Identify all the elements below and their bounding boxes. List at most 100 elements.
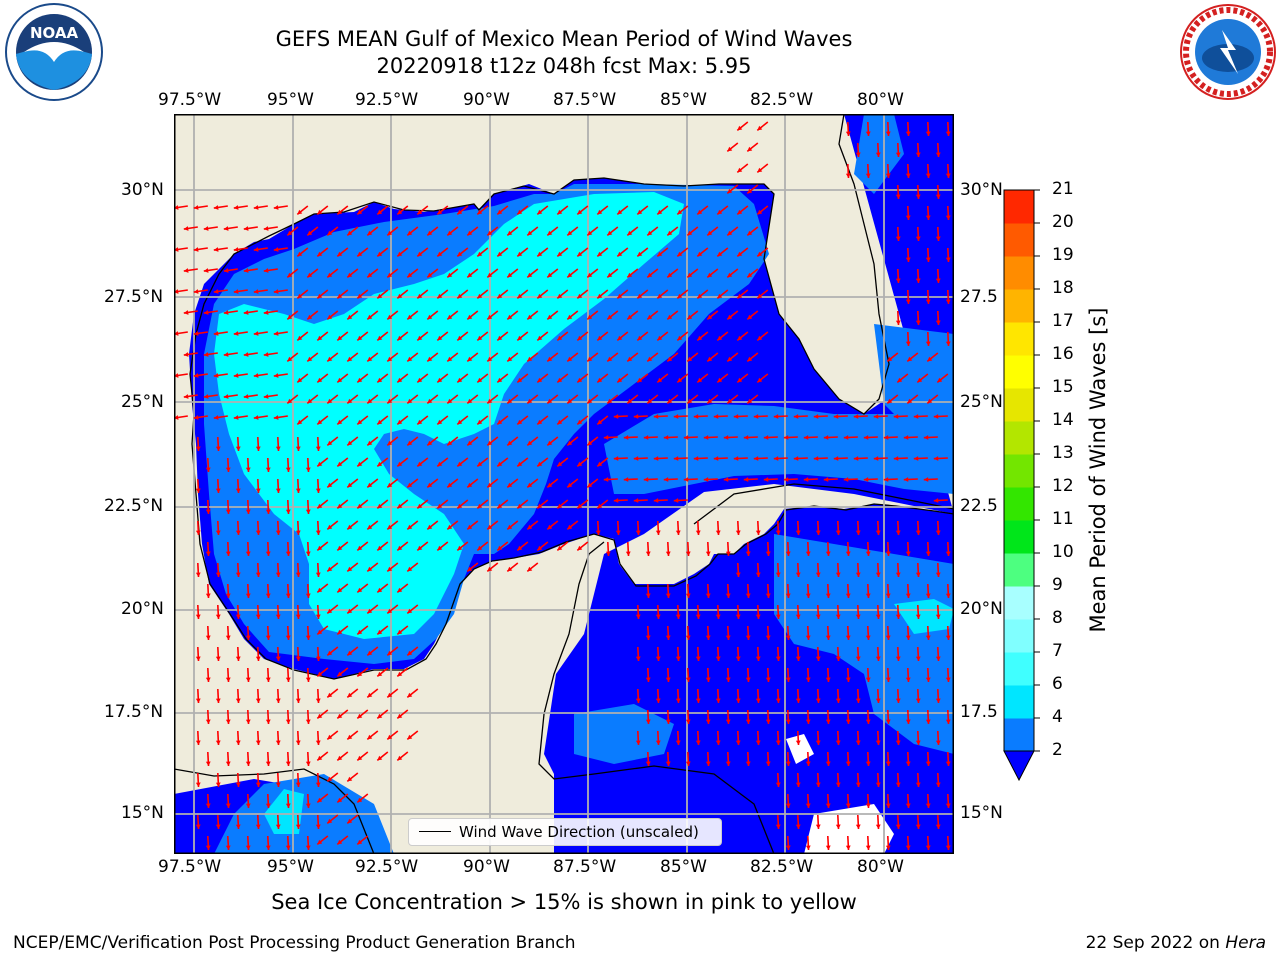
- wind-arrow-head: [833, 414, 839, 419]
- wind-arrow-head: [255, 698, 261, 703]
- wind-arrow-head: [367, 398, 373, 404]
- wind-arrow-head: [295, 572, 301, 577]
- wind-arrow-head: [477, 293, 483, 299]
- wind-arrow-head: [245, 509, 251, 514]
- wind-arrow-head: [337, 629, 343, 635]
- wind-arrow-head: [307, 314, 313, 320]
- wind-arrow-head: [253, 331, 259, 336]
- wind-arrow-head: [945, 593, 951, 598]
- wind-arrow-head: [225, 803, 231, 808]
- wind-arrow-head: [315, 698, 321, 703]
- wind-arrow-head: [287, 272, 293, 278]
- wind-arrow-head: [397, 461, 403, 467]
- wind-arrow-head: [737, 167, 743, 173]
- wind-arrow-head: [903, 477, 909, 482]
- wind-arrow-head: [233, 415, 239, 420]
- wind-arrow-head: [577, 209, 583, 215]
- wind-arrow-head: [795, 698, 801, 703]
- wind-arrow-head: [757, 251, 763, 257]
- wind-arrow-head: [617, 335, 623, 341]
- wind-arrow-head: [805, 761, 811, 766]
- wind-arrow-head: [903, 435, 909, 440]
- wind-arrow-head: [387, 314, 393, 320]
- wind-arrow-head: [747, 146, 753, 152]
- wind-arrow-head: [795, 530, 801, 535]
- wind-arrow-head: [367, 272, 373, 278]
- wind-arrow-head: [783, 435, 789, 440]
- wind-arrow-head: [174, 289, 179, 294]
- wind-arrow-head: [935, 236, 941, 241]
- wind-arrow-head: [567, 272, 573, 278]
- wind-arrow-head: [695, 530, 701, 535]
- lon-label-top: 82.5°W: [750, 90, 814, 110]
- wind-arrow-head: [223, 352, 229, 357]
- wind-arrow-head: [637, 209, 643, 215]
- wind-arrow-head: [417, 419, 423, 425]
- wind-arrow-head: [925, 845, 931, 850]
- wind-arrow-head: [285, 635, 291, 640]
- wind-arrow-head: [205, 761, 211, 766]
- wind-arrow-head: [815, 740, 821, 745]
- wind-arrow-head: [245, 635, 251, 640]
- wind-arrow-head: [517, 335, 523, 341]
- wind-arrow-head: [667, 314, 673, 320]
- wind-arrow-head: [265, 551, 271, 556]
- wind-arrow-head: [945, 635, 951, 640]
- wind-arrow-head: [305, 635, 311, 640]
- wind-arrow-head: [755, 656, 761, 661]
- wind-arrow-head: [215, 656, 221, 661]
- wind-arrow-head: [225, 761, 231, 766]
- wind-arrow-head: [327, 608, 333, 614]
- wind-arrow-head: [865, 845, 871, 850]
- wind-arrow-head: [507, 272, 513, 278]
- wind-arrow-head: [747, 314, 753, 320]
- wind-arrow-head: [407, 608, 413, 614]
- wind-arrow-head: [945, 131, 951, 136]
- wind-arrow-head: [815, 572, 821, 577]
- wind-arrow-head: [397, 251, 403, 257]
- wind-arrow-head: [275, 530, 281, 535]
- wind-arrow-head: [755, 530, 761, 535]
- wind-arrow-head: [305, 719, 311, 724]
- wind-arrow-head: [795, 656, 801, 661]
- wind-arrow-head: [295, 656, 301, 661]
- wind-arrow-head: [317, 251, 323, 257]
- wind-arrow-head: [557, 419, 563, 425]
- wind-arrow-head: [587, 272, 593, 278]
- wind-arrow-head: [253, 205, 259, 210]
- wind-arrow-head: [195, 740, 201, 745]
- wind-arrow-head: [815, 656, 821, 661]
- wind-arrow-head: [687, 272, 693, 278]
- wind-arrow-head: [637, 251, 643, 257]
- wind-arrow-head: [925, 215, 931, 220]
- no-data-patch: [786, 734, 814, 764]
- ocean-period-2-atlantic: [874, 324, 954, 434]
- wind-arrow-head: [507, 524, 513, 530]
- wind-arrow-head: [785, 719, 791, 724]
- wind-arrow-head: [675, 656, 681, 661]
- wind-arrow-head: [853, 414, 859, 419]
- wind-arrow-head: [687, 314, 693, 320]
- wind-arrow-head: [387, 524, 393, 530]
- wind-arrow-head: [295, 824, 301, 829]
- wind-arrow-head: [347, 776, 353, 782]
- wind-arrow-head: [855, 152, 861, 157]
- wind-arrow-head: [647, 272, 653, 278]
- wind-arrow-head: [655, 698, 661, 703]
- wind-arrow-head: [647, 230, 653, 236]
- wind-arrow-head: [477, 251, 483, 257]
- wind-arrow-head: [357, 209, 363, 215]
- wind-arrow-head: [275, 740, 281, 745]
- wind-arrow-head: [925, 131, 931, 136]
- wind-arrow-head: [893, 456, 899, 461]
- wind-arrow-head: [887, 356, 893, 362]
- wind-arrow-head: [635, 740, 641, 745]
- wind-arrow-head: [737, 335, 743, 341]
- wind-arrow-head: [487, 356, 493, 362]
- wind-arrow-head: [835, 530, 841, 535]
- wind-arrow-head: [905, 761, 911, 766]
- wind-arrow-head: [885, 761, 891, 766]
- wind-arrow-head: [617, 377, 623, 383]
- wind-arrow-head: [835, 698, 841, 703]
- wind-arrow-head: [225, 509, 231, 514]
